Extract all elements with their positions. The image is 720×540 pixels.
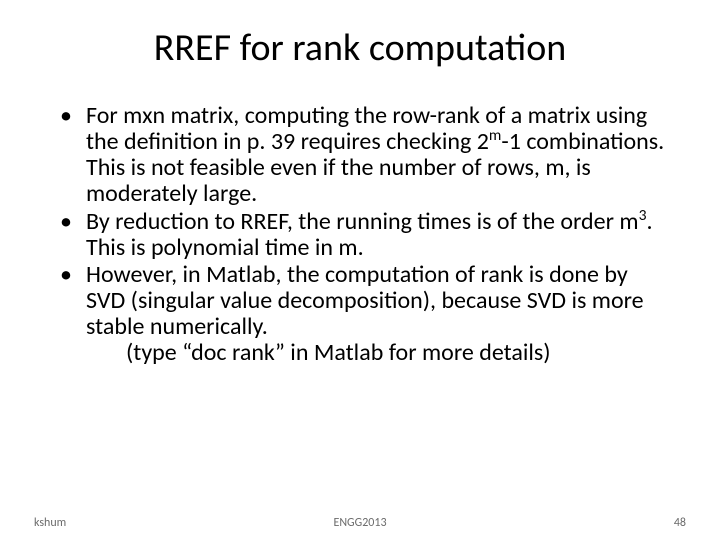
- bullet-3: However, in Matlab, the computation of r…: [60, 262, 670, 366]
- text: By reduction to RREF, the running times …: [86, 207, 639, 236]
- indented-text: (type “doc rank” in Matlab for more deta…: [86, 340, 670, 366]
- footer-page-number: 48: [674, 516, 686, 530]
- bullet-1: For mxn matrix, computing the row-rank o…: [60, 103, 670, 207]
- text: x: [142, 101, 152, 130]
- text: However, in Matlab, the computation of r…: [86, 260, 644, 341]
- footer: kshum ENGG2013 48: [0, 510, 720, 530]
- text: For m: [86, 101, 142, 130]
- footer-course: ENGG2013: [0, 516, 720, 530]
- superscript: m: [489, 126, 501, 145]
- bullet-list: For mxn matrix, computing the row-rank o…: [50, 103, 670, 366]
- slide-title: RREF for rank computation: [50, 25, 670, 71]
- bullet-2: By reduction to RREF, the running times …: [60, 209, 670, 261]
- slide: RREF for rank computation For mxn matrix…: [0, 0, 720, 540]
